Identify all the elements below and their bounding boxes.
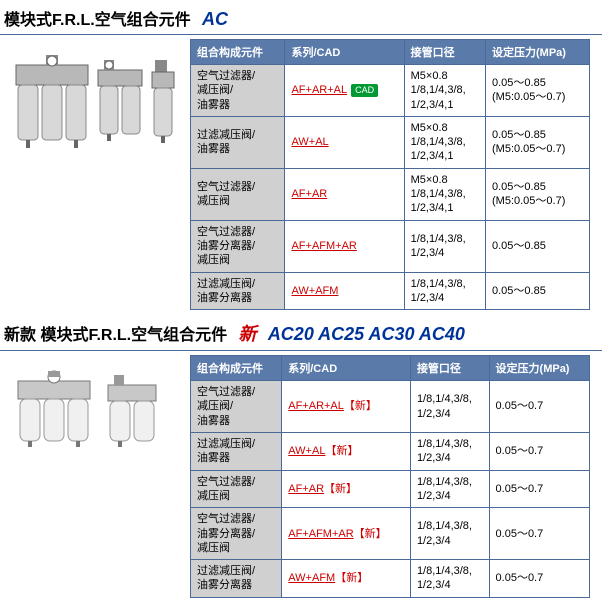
cell-port: M5×0.81/8,1/4,3/8,1/2,3/4,1: [404, 168, 485, 220]
cell-pressure: 0.05～0.85(M5:0.05～0.7): [486, 65, 590, 117]
cell-component: 空气过滤器/减压阀: [191, 168, 285, 220]
section1-model-text: AC: [202, 9, 228, 29]
section2-tbody: 空气过滤器/减压阀/油雾器AF+AR+AL【新】1/8,1/4,3/8,1/2,…: [191, 381, 590, 598]
section1-image: [4, 39, 190, 195]
cell-series: AF+AFM+AR: [285, 220, 404, 272]
cell-port: 1/8,1/4,3/8,1/2,3/4: [410, 470, 489, 508]
cell-component: 过滤减压阀/油雾器: [191, 433, 282, 471]
section1-title: 模块式F.R.L.空气组合元件 AC: [0, 0, 602, 35]
cell-port: 1/8,1/4,3/8,1/2,3/4: [410, 560, 489, 598]
cell-series: AF+AR: [285, 168, 404, 220]
col-series: 系列/CAD: [282, 356, 411, 381]
cell-series: AW+AL: [285, 116, 404, 168]
series-link[interactable]: AW+AFM: [288, 572, 335, 584]
table-row: 空气过滤器/油雾分离器/减压阀 AF+AFM+AR 1/8,1/4,3/8,1/2,…: [191, 220, 590, 272]
series-link[interactable]: AF+AR+AL: [288, 400, 344, 412]
cell-port: M5×0.81/8,1/4,3/8,1/2,3/4,1: [404, 65, 485, 117]
series-link[interactable]: AF+AR: [288, 483, 324, 495]
cell-port: 1/8,1/4,3/8,1/2,3/4: [410, 381, 489, 433]
col-series: 系列/CAD: [285, 40, 404, 65]
cell-pressure: 0.05～0.85: [486, 272, 590, 310]
new-badge: 【新】: [324, 483, 357, 495]
cell-component: 空气过滤器/油雾分离器/减压阀: [191, 508, 282, 560]
series-link[interactable]: AW+AL: [291, 136, 328, 148]
table-row: 过滤减压阀/油雾分离器 AW+AFM 1/8,1/4,3/8,1/2,3/40.05…: [191, 272, 590, 310]
series-link[interactable]: AW+AFM: [291, 285, 338, 297]
cell-component: 过滤减压阀/油雾分离器: [191, 560, 282, 598]
series-link[interactable]: AF+AR: [291, 188, 327, 200]
table-row: 过滤减压阀/油雾器 AW+AL M5×0.81/8,1/4,3/8,1/2,3/4,…: [191, 116, 590, 168]
section2-new-label: 新: [238, 324, 256, 344]
col-pressure: 设定压力(MPa): [486, 40, 590, 65]
cad-badge[interactable]: CAD: [351, 84, 378, 98]
cell-series: AW+AFM【新】: [282, 560, 411, 598]
cell-series: AF+AR+AL CAD: [285, 65, 404, 117]
cell-port: 1/8,1/4,3/8,1/2,3/4: [410, 508, 489, 560]
series-link[interactable]: AW+AL: [288, 445, 325, 457]
cell-component: 空气过滤器/减压阀/油雾器: [191, 381, 282, 433]
section2-image: [4, 355, 190, 501]
new-badge: 【新】: [344, 400, 377, 412]
table-row: 空气过滤器/减压阀AF+AR【新】1/8,1/4,3/8,1/2,3/40.05…: [191, 470, 590, 508]
col-pressure: 设定压力(MPa): [489, 356, 589, 381]
table-row: 过滤减压阀/油雾分离器AW+AFM【新】1/8,1/4,3/8,1/2,3/40…: [191, 560, 590, 598]
cell-component: 空气过滤器/油雾分离器/减压阀: [191, 220, 285, 272]
cell-port: 1/8,1/4,3/8,1/2,3/4: [404, 272, 485, 310]
table-row: 空气过滤器/减压阀 AF+AR M5×0.81/8,1/4,3/8,1/2,3/4,…: [191, 168, 590, 220]
cell-series: AF+AR【新】: [282, 470, 411, 508]
section1-content: 组合构成元件 系列/CAD 接管口径 设定压力(MPa) 空气过滤器/减压阀/油…: [0, 35, 602, 314]
section1-table: 组合构成元件 系列/CAD 接管口径 设定压力(MPa) 空气过滤器/减压阀/油…: [190, 39, 590, 310]
cell-pressure: 0.05～0.85(M5:0.05～0.7): [486, 116, 590, 168]
table-header-row: 组合构成元件 系列/CAD 接管口径 设定压力(MPa): [191, 40, 590, 65]
table-row: 空气过滤器/减压阀/油雾器 AF+AR+AL CAD M5×0.81/8,1/4,3/…: [191, 65, 590, 117]
new-badge: 【新】: [325, 445, 358, 457]
new-badge: 【新】: [335, 572, 368, 584]
cell-component: 过滤减压阀/油雾器: [191, 116, 285, 168]
section2-content: 组合构成元件 系列/CAD 接管口径 设定压力(MPa) 空气过滤器/减压阀/油…: [0, 351, 602, 602]
col-port: 接管口径: [404, 40, 485, 65]
section2-model-text: AC20 AC25 AC30 AC40: [268, 324, 465, 344]
section2-table: 组合构成元件 系列/CAD 接管口径 设定压力(MPa) 空气过滤器/减压阀/油…: [190, 355, 590, 598]
new-badge: 【新】: [354, 528, 387, 540]
col-port: 接管口径: [410, 356, 489, 381]
cell-series: AF+AR+AL【新】: [282, 381, 411, 433]
table-row: 空气过滤器/减压阀/油雾器AF+AR+AL【新】1/8,1/4,3/8,1/2,…: [191, 381, 590, 433]
col-component: 组合构成元件: [191, 40, 285, 65]
cell-port: 1/8,1/4,3/8,1/2,3/4: [404, 220, 485, 272]
cell-component: 过滤减压阀/油雾分离器: [191, 272, 285, 310]
cell-pressure: 0.05～0.7: [489, 470, 589, 508]
cell-series: AF+AFM+AR【新】: [282, 508, 411, 560]
section2-title: 新款 模块式F.R.L.空气组合元件 新 AC20 AC25 AC30 AC40: [0, 314, 602, 351]
cell-pressure: 0.05～0.7: [489, 560, 589, 598]
section2-prefix: 新款: [4, 327, 40, 344]
series-link[interactable]: AF+AR+AL: [291, 84, 347, 96]
cell-component: 空气过滤器/减压阀: [191, 470, 282, 508]
table-row: 过滤减压阀/油雾器AW+AL【新】1/8,1/4,3/8,1/2,3/40.05…: [191, 433, 590, 471]
cell-component: 空气过滤器/减压阀/油雾器: [191, 65, 285, 117]
series-link[interactable]: AF+AFM+AR: [291, 240, 356, 252]
section1-main-text: 模块式F.R.L.空气组合元件: [4, 12, 191, 29]
cell-port: M5×0.81/8,1/4,3/8,1/2,3/4,1: [404, 116, 485, 168]
section2-main-text: 模块式F.R.L.空气组合元件: [40, 327, 227, 344]
cell-pressure: 0.05～0.85: [486, 220, 590, 272]
cell-pressure: 0.05～0.7: [489, 381, 589, 433]
cell-pressure: 0.05～0.7: [489, 508, 589, 560]
cell-pressure: 0.05～0.85(M5:0.05～0.7): [486, 168, 590, 220]
cell-pressure: 0.05～0.7: [489, 433, 589, 471]
cell-series: AW+AL【新】: [282, 433, 411, 471]
cell-series: AW+AFM: [285, 272, 404, 310]
table-row: 空气过滤器/油雾分离器/减压阀AF+AFM+AR【新】1/8,1/4,3/8,1…: [191, 508, 590, 560]
series-link[interactable]: AF+AFM+AR: [288, 528, 353, 540]
section1-tbody: 空气过滤器/减压阀/油雾器 AF+AR+AL CAD M5×0.81/8,1/4,3/…: [191, 65, 590, 310]
col-component: 组合构成元件: [191, 356, 282, 381]
table-header-row: 组合构成元件 系列/CAD 接管口径 设定压力(MPa): [191, 356, 590, 381]
cell-port: 1/8,1/4,3/8,1/2,3/4: [410, 433, 489, 471]
